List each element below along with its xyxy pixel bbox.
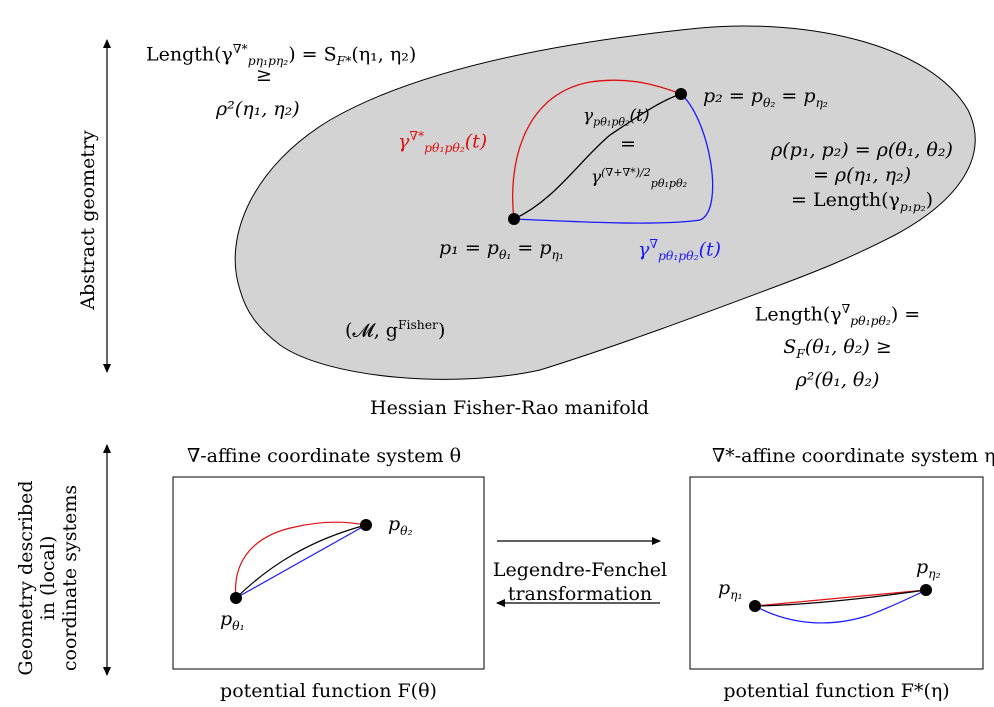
- eta-system-title: ∇*-affine coordinate system η: [712, 445, 994, 467]
- eta-blue-curve: [754, 589, 927, 624]
- theta-p1-label: pθ₁: [220, 608, 245, 633]
- length-theta-line-2: SF(θ₁, θ₂) ≥: [783, 336, 892, 361]
- legendre-label: Legendre-Fenchel transformation: [490, 558, 670, 606]
- length-theta-line-1: Length(γ∇pθ₁pθ₂) =: [754, 302, 921, 329]
- coordinate-geometry-label: Geometry described in (local) coordinate…: [15, 478, 81, 678]
- length-theta-line-3: ρ²(θ₁, θ₂): [795, 368, 880, 391]
- eta-coordinate-box: [689, 476, 984, 670]
- black-curve-equals: =: [620, 133, 636, 155]
- eta-p2-label: pη₂: [916, 556, 941, 581]
- length-eta-equation: Length(γ∇*pη₁pη₂) = SF*(η₁, η₂): [146, 42, 417, 69]
- theta-red-curve: [234, 521, 367, 599]
- abstract-geometry-label: Abstract geometry: [77, 130, 99, 310]
- theta-coordinate-box: [172, 476, 485, 670]
- red-curve-label: γ∇*pθ₁pθ₂(t): [398, 129, 488, 156]
- rho-line-3: = Length(γp₁p₂): [791, 189, 933, 214]
- point-p1: [508, 213, 520, 225]
- length-theta-equation: Length(γ∇pθ₁pθ₂) = SF(θ₁, θ₂) ≥ ρ²(θ₁, θ…: [730, 296, 945, 393]
- point-p2: [675, 88, 687, 100]
- eta-p1-label: pη₁: [718, 577, 743, 602]
- rho-line-2: = ρ(η₁, η₂): [812, 164, 912, 186]
- theta-p2-label: pθ₂: [388, 513, 413, 538]
- manifold-name: Hessian Fisher-Rao manifold: [370, 397, 649, 419]
- theta-potential-caption: potential function F(θ): [220, 680, 437, 702]
- eta-red-line: [754, 589, 927, 607]
- theta-point-1: [230, 592, 242, 604]
- coords-label-line2: in (local): [37, 535, 59, 621]
- eta-potential-caption: potential function F*(η): [723, 680, 950, 702]
- length-eta-geq: ≥: [256, 64, 272, 86]
- eta-point-2: [920, 584, 932, 596]
- eta-black-curve: [754, 589, 927, 607]
- legendre-line-1: Legendre-Fenchel: [492, 559, 668, 581]
- manifold-tuple: (𝓜, gFisher): [345, 318, 446, 342]
- rho-equation: ρ(p₁, p₂) = ρ(θ₁, θ₂) = ρ(η₁, η₂) = Leng…: [752, 138, 972, 220]
- blue-curve-label: γ∇pθ₁pθ₂(t): [638, 237, 722, 264]
- midpoint-curve-label: γ(∇+∇*)/2pθ₁pθ₂: [591, 166, 688, 191]
- theta-blue-line: [235, 524, 367, 599]
- coords-label-line3: coordinate systems: [59, 484, 81, 672]
- theta-point-2: [360, 519, 372, 531]
- theta-black-curve: [235, 524, 367, 599]
- theta-system-title: ∇-affine coordinate system θ: [187, 445, 462, 467]
- black-curve-label: γpθ₁pθ₂(t): [583, 106, 650, 129]
- rho-line-1: ρ(p₁, p₂) = ρ(θ₁, θ₂): [771, 139, 953, 161]
- manifold-blob: [234, 25, 976, 380]
- legendre-line-2: transformation: [507, 583, 653, 605]
- eta-point-1: [749, 600, 761, 612]
- p2-label: p₂ = pθ₂ = pη₂: [703, 85, 828, 110]
- coords-label-line1: Geometry described: [15, 480, 37, 676]
- red-geodesic: [512, 79, 682, 220]
- black-geodesic: [513, 93, 682, 220]
- length-eta-rho: ρ²(η₁, η₂): [216, 98, 300, 120]
- p1-label: p₁ = pθ₁ = pη₁: [439, 237, 564, 262]
- blue-geodesic: [513, 93, 714, 224]
